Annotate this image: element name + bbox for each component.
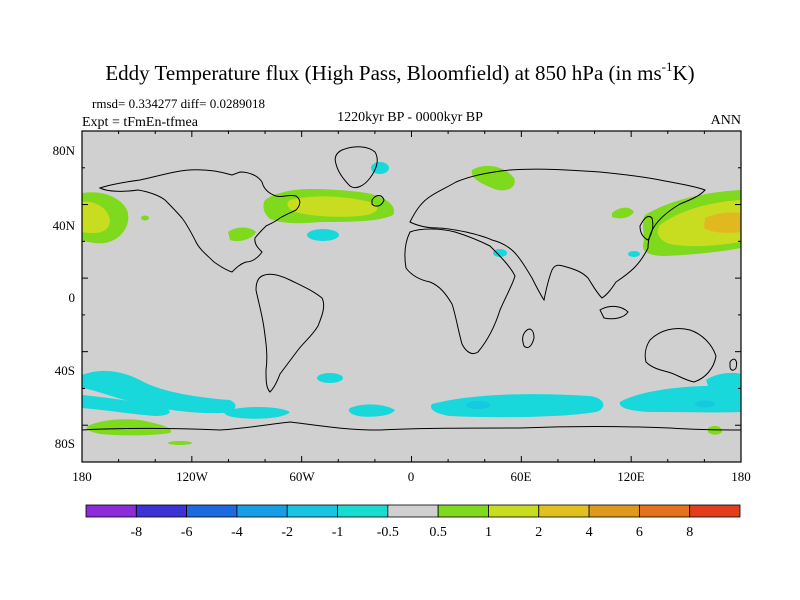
coast-antarctica — [82, 421, 741, 431]
colorbar-swatch — [387, 504, 439, 518]
title-superscript: -1 — [662, 59, 673, 74]
coast-japan — [639, 215, 654, 241]
stats-text: rmsd= 0.334277 diff= 0.0289018 — [92, 96, 265, 111]
period-label: 1220kyr BP - 0000kyr BP — [337, 110, 483, 125]
contour-indian-ocean-core — [466, 401, 490, 409]
colorbar-swatch — [236, 504, 288, 518]
contour-ross-sea-positive — [86, 419, 171, 436]
coastlines — [82, 146, 741, 431]
contour-pacific-west-strong — [82, 201, 110, 234]
season-label: ANN — [711, 113, 741, 128]
colorbar-swatch — [286, 504, 338, 518]
coast-eurasia — [409, 168, 706, 302]
colorbar-label: 4 — [586, 525, 593, 540]
colorbar-labels: -8 -6 -4 -2 -1 -0.5 0.5 1 2 4 6 8 — [130, 525, 693, 540]
map-frame — [81, 130, 742, 463]
coast-south-america — [255, 273, 325, 393]
coast-greenland — [334, 146, 378, 189]
contour-south-pacific-negative — [82, 370, 236, 414]
lon-label-120w: 120W — [176, 469, 209, 484]
colorbar — [85, 504, 741, 518]
lon-label-60e: 60E — [511, 469, 532, 484]
map-panel: 80N 40N 0 40S 80S 180 120W 60W 0 60E 120… — [53, 130, 751, 484]
lon-label-120e: 120E — [617, 469, 645, 484]
lon-label-60w: 60W — [289, 469, 315, 484]
colorbar-swatch — [437, 504, 489, 518]
map-background — [82, 131, 741, 462]
contour-china-negative — [628, 251, 640, 257]
contour-indian-ocean-negative — [430, 394, 604, 418]
colorbar-label: -0.5 — [377, 525, 399, 540]
colorbar-label: 8 — [686, 525, 693, 540]
colorbar-swatch — [638, 504, 691, 518]
contour-atlantic-negative — [307, 229, 339, 241]
lat-label-80n: 80N — [53, 143, 76, 158]
colorbar-swatch — [186, 504, 238, 518]
colorbar-label: -4 — [231, 525, 243, 540]
lon-label-180e: 180 — [731, 469, 751, 484]
contour-asia-positive — [612, 207, 634, 219]
coast-australia — [644, 327, 717, 383]
contour-south-pacific-negative-2 — [82, 395, 170, 416]
colorbar-label: -8 — [130, 525, 142, 540]
title-main: Eddy Temperature flux (High Pass, Bloomf… — [105, 61, 661, 85]
contour-arctic-negative — [371, 162, 389, 174]
coast-uk — [371, 195, 385, 207]
coast-new-zealand — [729, 358, 737, 371]
colorbar-swatch — [337, 504, 389, 518]
lat-label-80s: 80S — [55, 436, 75, 451]
colorbar-label: -2 — [281, 525, 293, 540]
lon-label-0: 0 — [408, 469, 415, 484]
contour-antarctic-positive-small — [168, 441, 192, 445]
colorbar-label: -1 — [332, 525, 344, 540]
title-end: K) — [672, 61, 694, 85]
colorbar-label: -6 — [181, 525, 193, 540]
lat-label-equator: 0 — [69, 290, 76, 305]
coast-madagascar — [522, 328, 535, 349]
contour-drake-negative — [224, 406, 290, 419]
lat-label-40s: 40S — [55, 363, 75, 378]
coast-africa — [404, 228, 516, 355]
contour-south-pacific-core — [695, 400, 715, 408]
contour-siberia-positive — [471, 165, 515, 191]
colorbar-label: 6 — [636, 525, 643, 540]
contour-small-positive — [141, 215, 149, 221]
colorbar-label: 1 — [485, 525, 492, 540]
figure-title: Eddy Temperature flux (High Pass, Bloomf… — [105, 59, 694, 85]
contour-north-pacific-strong — [657, 200, 741, 247]
colorbar-swatch — [85, 504, 137, 518]
contour-south-atlantic-negative — [317, 373, 343, 383]
contour-tasman-negative — [706, 372, 741, 391]
lon-label-180w: 180 — [72, 469, 92, 484]
colorbar-swatch — [538, 504, 590, 518]
lat-label-40n: 40N — [53, 218, 76, 233]
colorbar-swatch — [689, 504, 741, 518]
contour-north-pacific-peak — [704, 212, 741, 233]
colorbar-swatch — [588, 504, 640, 518]
colorbar-label: 0.5 — [429, 525, 447, 540]
contour-middle-east-negative — [493, 249, 507, 257]
coast-north-america — [98, 169, 301, 273]
colorbar-label: 2 — [535, 525, 542, 540]
coast-indonesia — [599, 305, 629, 320]
contour-north-atlantic-strong — [287, 196, 378, 217]
experiment-label: Expt = tFmEn-tfmea — [82, 115, 199, 130]
contour-south-atlantic-negative-2 — [348, 404, 395, 417]
colorbar-swatch — [488, 504, 540, 518]
contour-gulf-positive — [228, 227, 256, 242]
anomaly-contours — [82, 162, 741, 445]
colorbar-swatch — [135, 504, 188, 518]
